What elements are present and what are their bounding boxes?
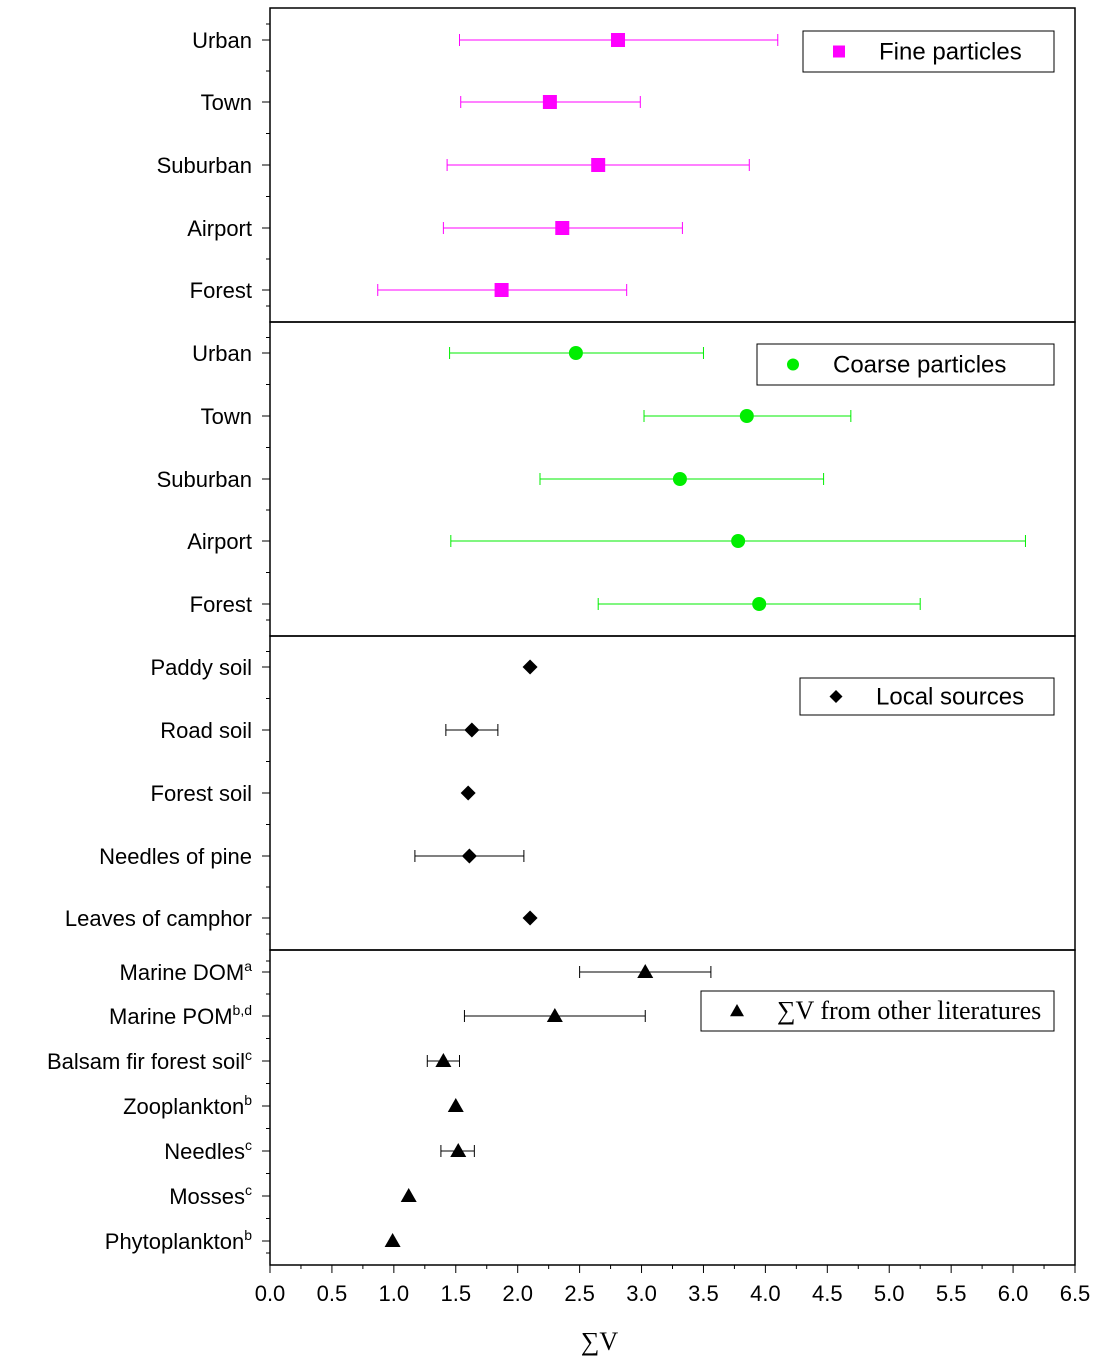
category-label: Marine DOMa — [120, 958, 253, 985]
data-point — [450, 1143, 467, 1157]
data-point — [752, 597, 767, 611]
x-axis-label: ∑V — [581, 1327, 619, 1356]
category-label: Balsam fir forest soilc — [47, 1047, 252, 1074]
category-label: Airport — [187, 216, 252, 241]
x-tick-label: 1.5 — [440, 1281, 471, 1306]
legend-box — [756, 343, 1055, 386]
legend-marker — [833, 45, 845, 58]
data-point — [591, 158, 606, 172]
category-label: Suburban — [157, 153, 252, 178]
data-point — [522, 910, 538, 926]
data-point — [384, 1233, 401, 1247]
data-point — [739, 409, 754, 423]
data-point — [637, 964, 654, 978]
data-point — [400, 1188, 417, 1202]
x-tick-label: 3.0 — [626, 1281, 657, 1306]
category-label: Forest soil — [151, 781, 252, 806]
data-point — [435, 1053, 452, 1067]
data-point — [568, 346, 583, 360]
x-tick-label: 4.5 — [812, 1281, 843, 1306]
x-tick-label: 0.5 — [317, 1281, 348, 1306]
category-label: Town — [201, 404, 252, 429]
category-label: Zooplanktonb — [123, 1092, 252, 1119]
x-tick-label: 0.0 — [255, 1281, 286, 1306]
data-point — [542, 95, 557, 109]
data-point — [611, 33, 626, 47]
legend-marker — [787, 358, 799, 371]
category-label: Town — [201, 90, 252, 115]
x-tick-label: 3.5 — [688, 1281, 719, 1306]
category-label: Paddy soil — [150, 655, 252, 680]
x-tick-label: 6.0 — [998, 1281, 1029, 1306]
data-point — [460, 785, 476, 801]
category-label: Leaves of camphor — [65, 906, 252, 931]
category-label: Needles of pine — [99, 844, 252, 869]
data-point — [494, 283, 509, 297]
data-point — [464, 722, 480, 738]
legend-box — [802, 30, 1055, 73]
category-label: Suburban — [157, 467, 252, 492]
legend-label: Fine particles — [879, 39, 1022, 66]
x-tick-label: 1.0 — [379, 1281, 410, 1306]
x-tick-label: 5.0 — [874, 1281, 905, 1306]
legend-box — [700, 990, 1055, 1032]
data-point — [546, 1008, 563, 1022]
x-tick-label: 6.5 — [1060, 1281, 1091, 1306]
data-point — [555, 221, 570, 235]
data-point — [461, 848, 477, 864]
data-point — [731, 534, 746, 548]
data-point — [447, 1098, 464, 1112]
legend-label: ∑V from other literatures — [777, 996, 1041, 1025]
category-label: Road soil — [160, 718, 252, 743]
data-point — [672, 472, 687, 486]
legend-marker — [730, 1004, 744, 1017]
category-label: Airport — [187, 529, 252, 554]
category-label: Forest — [190, 592, 252, 617]
category-label: Needlesc — [164, 1137, 252, 1164]
category-label: Forest — [190, 278, 252, 303]
x-tick-label: 5.5 — [936, 1281, 967, 1306]
legend-label: Coarse particles — [833, 352, 1006, 379]
legend-marker — [829, 690, 843, 703]
category-label: Urban — [192, 28, 252, 53]
category-label: Phytoplanktonb — [105, 1227, 252, 1254]
x-tick-label: 2.0 — [502, 1281, 533, 1306]
x-tick-label: 2.5 — [564, 1281, 595, 1306]
category-label: Marine POMb,d — [109, 1002, 252, 1029]
data-point — [522, 659, 538, 675]
category-label: Urban — [192, 341, 252, 366]
x-tick-label: 4.0 — [750, 1281, 781, 1306]
legend-label: Local sources — [876, 684, 1024, 711]
category-label: Mossesc — [169, 1182, 252, 1209]
